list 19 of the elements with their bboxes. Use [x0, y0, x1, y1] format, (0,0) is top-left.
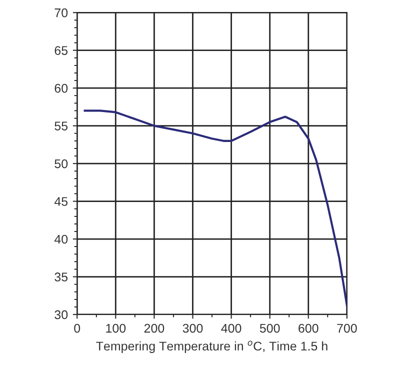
x-axis-title: Tempering Temperature in $^{o}$C, Time 1.5 h [96, 340, 328, 354]
y-tick-label: 50 [54, 159, 68, 168]
x-tick-label: 200 [144, 324, 164, 333]
x-tick-label: 600 [298, 324, 318, 333]
x-tick-label: 0 [74, 324, 80, 333]
x-tick-label: 700 [337, 324, 357, 333]
line-series [84, 110, 347, 306]
y-tick-label: 60 [54, 84, 68, 93]
y-tick-label: 55 [54, 122, 68, 130]
y-tick-label: 65 [54, 46, 68, 55]
x-tick-label: 300 [182, 324, 203, 333]
x-tick-label: 500 [260, 324, 280, 333]
x-tick-label: 100 [106, 324, 126, 333]
y-tick-label: 70 [54, 8, 68, 18]
y-tick-label: 40 [54, 234, 68, 244]
x-tick-label: 400 [221, 324, 242, 333]
y-tick-label: 45 [54, 197, 68, 206]
y-tick-label: 35 [54, 272, 68, 282]
y-tick-label: 30 [54, 310, 68, 320]
